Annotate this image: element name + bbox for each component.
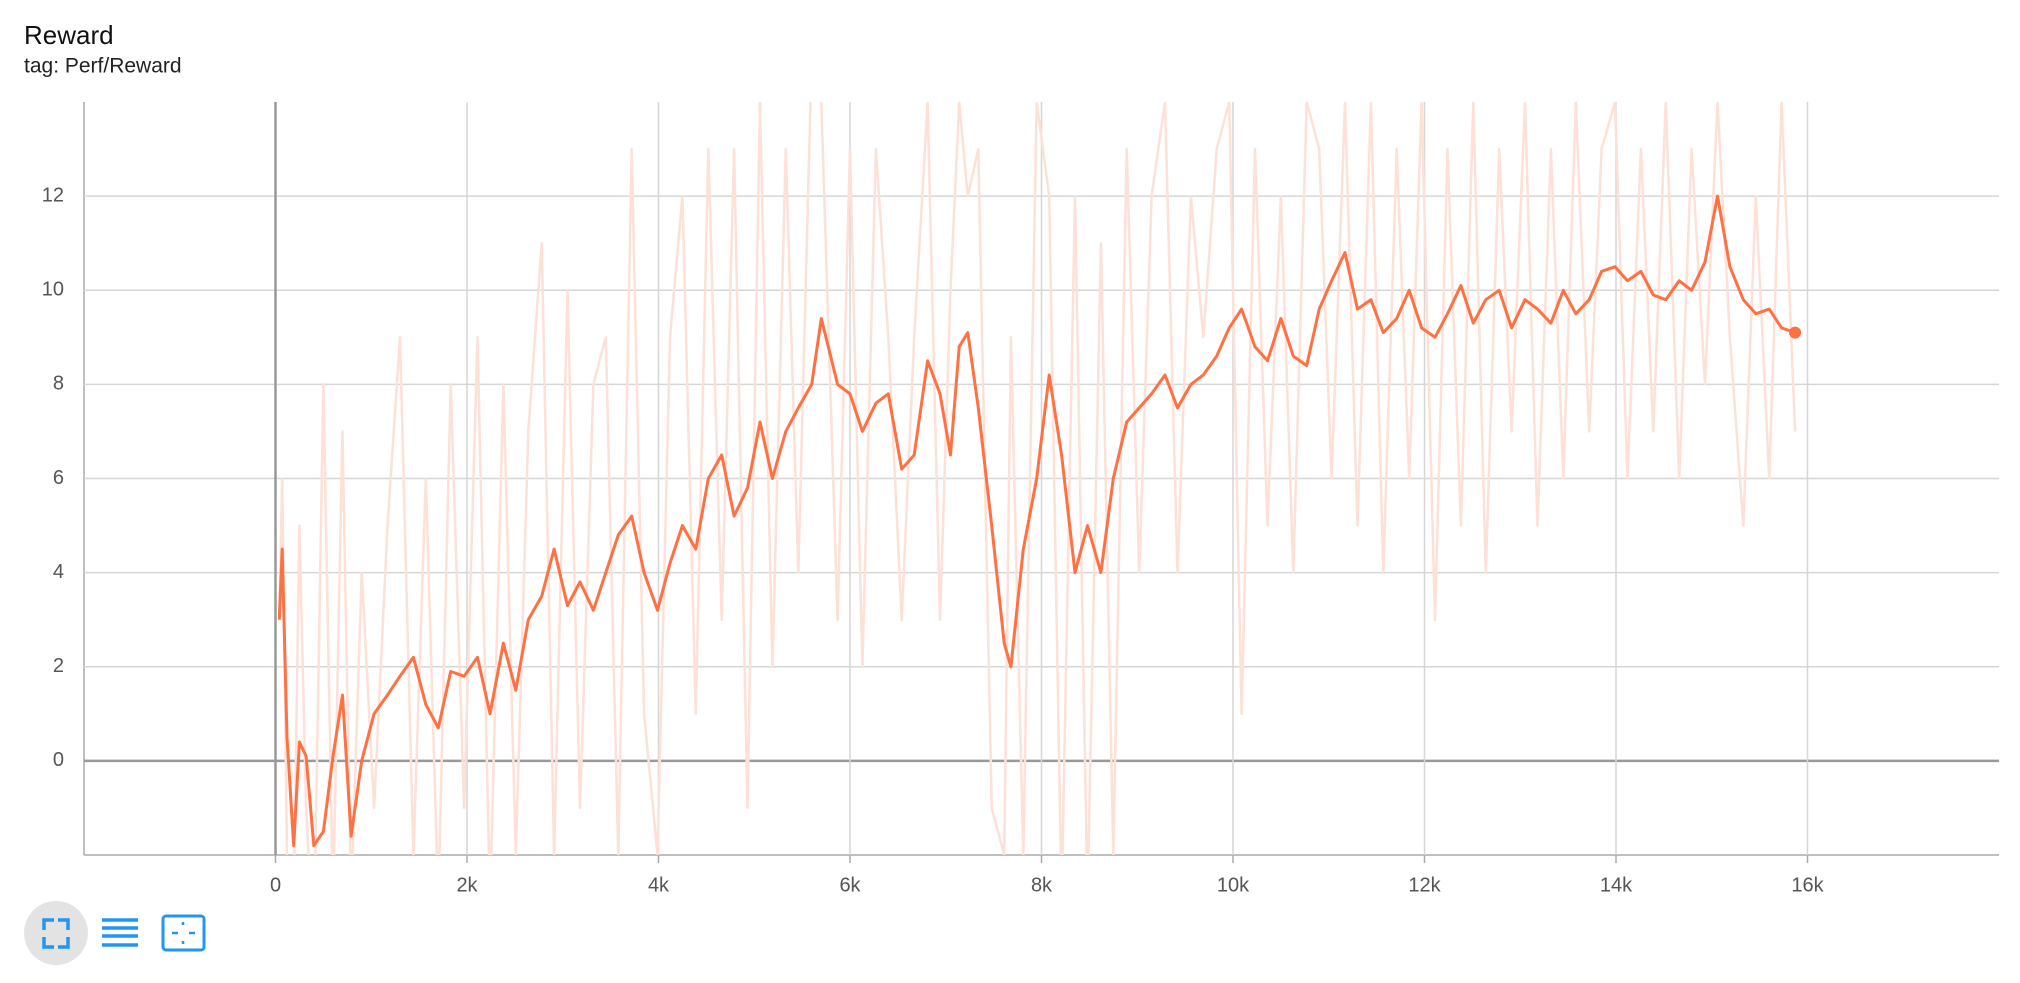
y-tick-label: 12 <box>42 184 64 206</box>
zoom-button[interactable] <box>161 914 206 952</box>
x-tick-label: 16k <box>1791 874 1824 896</box>
y-tick-label: 10 <box>42 279 64 301</box>
x-tick-label: 8k <box>1031 874 1053 896</box>
x-tick-label: 12k <box>1408 874 1441 896</box>
y-tick-label: 8 <box>53 373 64 395</box>
y-tick-label: 6 <box>53 467 64 489</box>
x-tick-label: 0 <box>270 874 281 896</box>
series-line <box>277 194 1796 848</box>
x-tick-label: 14k <box>1600 874 1633 896</box>
y-tick-label: 0 <box>53 749 64 771</box>
y-tick-label: 2 <box>53 655 64 677</box>
series-line <box>278 102 1797 855</box>
x-tick-label: 10k <box>1217 874 1250 896</box>
plot-area <box>277 102 1802 855</box>
chart-title: Reward <box>24 20 114 50</box>
button-bg <box>24 901 88 965</box>
fit-button[interactable] <box>42 918 70 949</box>
x-tick-label: 4k <box>648 874 670 896</box>
y-tick-label: 4 <box>53 561 64 583</box>
x-tick-label: 6k <box>839 874 861 896</box>
toolbar <box>24 901 206 965</box>
end-point <box>1789 326 1802 339</box>
chart-subtitle: tag: Perf/Reward <box>24 55 182 78</box>
x-tick-label: 2k <box>456 874 478 896</box>
list-button[interactable] <box>102 918 138 947</box>
